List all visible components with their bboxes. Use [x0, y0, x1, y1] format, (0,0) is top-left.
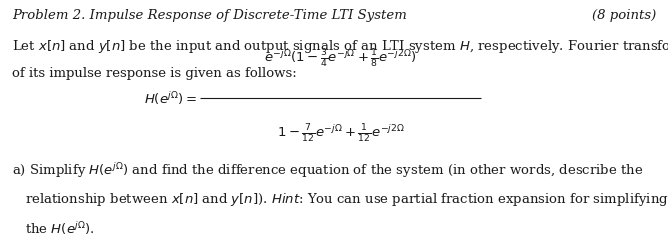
Text: $H(e^{j\Omega}) =$: $H(e^{j\Omega}) =$: [144, 90, 197, 107]
Text: $e^{-j\Omega}(1 - \frac{3}{4}e^{-j\Omega} + \frac{1}{8}e^{-j2\Omega})$: $e^{-j\Omega}(1 - \frac{3}{4}e^{-j\Omega…: [265, 48, 417, 70]
Text: $1 - \frac{7}{12}e^{-j\Omega} + \frac{1}{12}e^{-j2\Omega}$: $1 - \frac{7}{12}e^{-j\Omega} + \frac{1}…: [277, 123, 405, 145]
Text: the $H(e^{j\Omega})$.: the $H(e^{j\Omega})$.: [25, 220, 96, 237]
Text: of its impulse response is given as follows:: of its impulse response is given as foll…: [12, 67, 297, 80]
Text: (8 points): (8 points): [592, 9, 656, 21]
Text: Let $x[n]$ and $y[n]$ be the input and output signals of an LTI system $H$, resp: Let $x[n]$ and $y[n]$ be the input and o…: [12, 38, 668, 55]
Text: Problem 2. Impulse Response of Discrete-Time LTI System: Problem 2. Impulse Response of Discrete-…: [12, 9, 407, 21]
Text: a) Simplify $H(e^{j\Omega})$ and find the difference equation of the system (in : a) Simplify $H(e^{j\Omega})$ and find th…: [12, 162, 643, 181]
Text: relationship between $x[n]$ and $y[n]$). $\it{Hint}$: You can use partial fracti: relationship between $x[n]$ and $y[n]$).…: [25, 191, 668, 208]
